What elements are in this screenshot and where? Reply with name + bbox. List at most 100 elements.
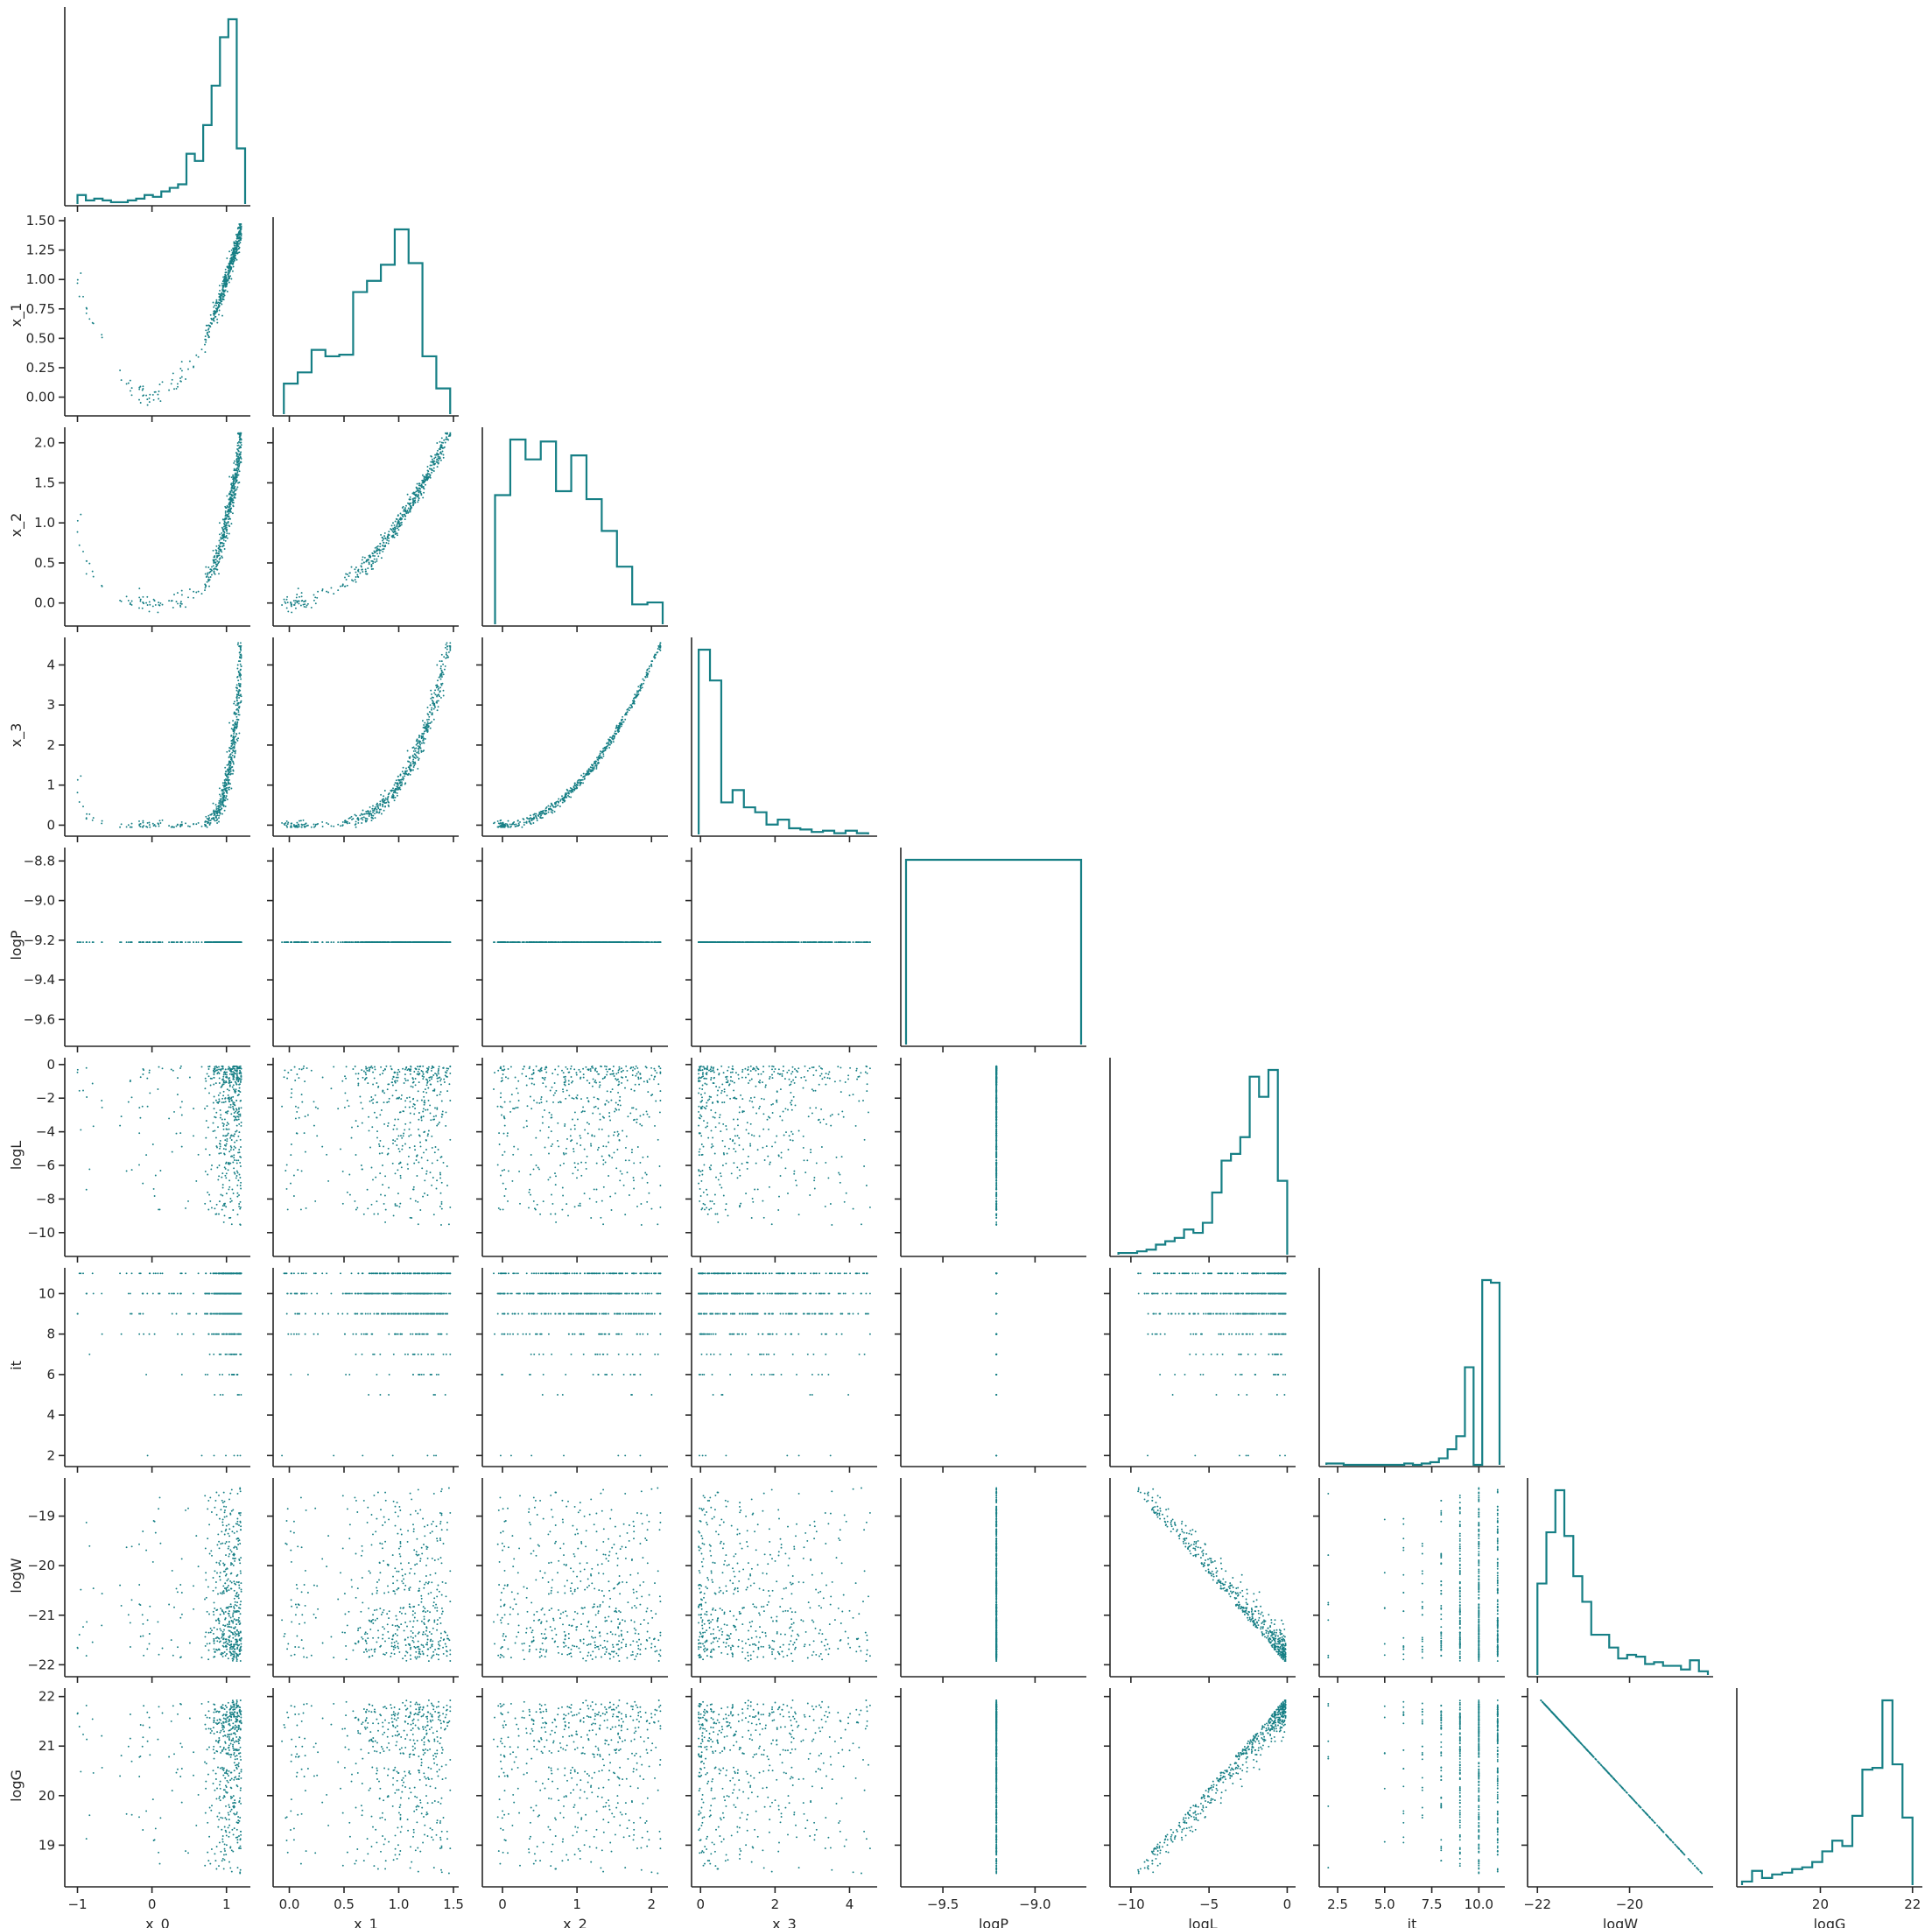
scatter-point bbox=[297, 588, 299, 590]
scatter-point bbox=[554, 803, 557, 806]
scatter-point bbox=[643, 679, 645, 682]
scatter-point bbox=[78, 295, 81, 298]
scatter-point bbox=[207, 576, 210, 579]
scatter-point bbox=[437, 686, 439, 688]
scatter-point bbox=[317, 822, 320, 825]
scatter-point bbox=[604, 746, 607, 749]
scatter-point bbox=[224, 518, 226, 521]
scatter-point bbox=[436, 466, 439, 468]
scatter-point bbox=[426, 731, 429, 733]
y-tick-label: 1.50 bbox=[26, 213, 55, 229]
scatter-point bbox=[436, 709, 439, 712]
scatter-point bbox=[231, 262, 234, 264]
scatter-point bbox=[409, 496, 411, 498]
scatter-point bbox=[193, 365, 195, 368]
scatter-point bbox=[229, 491, 232, 494]
scatter-point bbox=[207, 566, 210, 568]
scatter-point bbox=[217, 547, 220, 550]
scatter-point bbox=[337, 823, 340, 826]
scatter-point bbox=[228, 788, 230, 791]
scatter-point bbox=[382, 550, 384, 552]
scatter-point bbox=[225, 534, 228, 537]
scatter-point bbox=[435, 701, 438, 704]
scatter-point bbox=[420, 941, 423, 944]
scatter-point bbox=[218, 817, 220, 820]
scatter-point bbox=[85, 559, 88, 562]
scatter-point bbox=[120, 379, 123, 382]
scatter-point bbox=[377, 555, 380, 558]
scatter-point bbox=[609, 941, 612, 944]
scatter-point bbox=[424, 737, 426, 740]
scatter-point bbox=[234, 469, 236, 472]
scatter-point bbox=[561, 801, 564, 804]
scatter-point bbox=[394, 520, 397, 523]
scatter-point bbox=[337, 941, 340, 944]
scatter-point bbox=[405, 767, 407, 770]
scatter-point bbox=[237, 692, 240, 694]
scatter-point bbox=[229, 267, 232, 270]
scatter-point bbox=[237, 642, 240, 644]
scatter-point bbox=[204, 589, 206, 592]
scatter-point bbox=[232, 724, 235, 726]
scatter-point bbox=[432, 718, 435, 721]
scatter-point bbox=[228, 510, 231, 513]
scatter-point bbox=[424, 476, 425, 479]
scatter-point bbox=[405, 504, 407, 507]
scatter-point bbox=[426, 707, 429, 709]
scatter-point bbox=[614, 735, 616, 737]
scatter-point bbox=[306, 825, 308, 827]
scatter-point bbox=[445, 644, 447, 646]
scatter-point bbox=[420, 483, 423, 486]
scatter-point bbox=[153, 824, 156, 826]
scatter-point bbox=[214, 312, 217, 313]
scatter-point bbox=[355, 826, 357, 828]
scatter-point bbox=[284, 601, 286, 603]
scatter-point bbox=[228, 749, 231, 752]
scatter-point bbox=[206, 332, 208, 334]
scatter-point bbox=[496, 941, 499, 944]
scatter-point bbox=[151, 822, 154, 825]
scatter-point bbox=[214, 310, 216, 313]
scatter-point bbox=[234, 243, 236, 244]
scatter-point bbox=[409, 773, 411, 776]
scatter-point bbox=[424, 721, 426, 724]
scatter-point bbox=[231, 751, 234, 754]
scatter-point bbox=[396, 524, 398, 526]
scatter-point bbox=[286, 602, 289, 604]
scatter-point bbox=[379, 543, 382, 545]
scatter-point bbox=[608, 941, 610, 944]
scatter-point bbox=[547, 941, 550, 944]
scatter-point bbox=[231, 489, 233, 492]
scatter-point bbox=[431, 469, 433, 472]
scatter-point bbox=[286, 941, 289, 944]
scatter-point bbox=[397, 529, 400, 531]
scatter-point bbox=[239, 683, 242, 686]
scatter-point bbox=[635, 941, 637, 944]
scatter-point bbox=[224, 274, 227, 277]
scatter-point bbox=[414, 763, 417, 765]
scatter-point bbox=[230, 523, 233, 525]
scatter-point bbox=[624, 941, 627, 944]
scatter-point bbox=[299, 820, 302, 822]
scatter-point bbox=[149, 941, 151, 944]
scatter-point bbox=[76, 278, 79, 281]
scatter-point bbox=[214, 301, 217, 304]
scatter-point bbox=[138, 607, 140, 609]
scatter-point bbox=[399, 941, 402, 944]
scatter-point bbox=[418, 747, 420, 749]
scatter-point bbox=[213, 571, 215, 573]
scatter-point bbox=[382, 539, 383, 542]
scatter-point bbox=[362, 941, 365, 944]
scatter-point bbox=[146, 941, 149, 944]
scatter-point bbox=[216, 321, 219, 324]
scatter-point bbox=[142, 388, 144, 390]
scatter-point bbox=[230, 745, 233, 748]
scatter-point bbox=[233, 736, 235, 739]
scatter-point bbox=[233, 496, 235, 498]
scatter-point bbox=[171, 941, 173, 944]
scatter-point bbox=[159, 822, 162, 824]
scatter-point bbox=[348, 941, 350, 944]
scatter-point bbox=[231, 486, 234, 489]
scatter-point bbox=[235, 454, 238, 456]
